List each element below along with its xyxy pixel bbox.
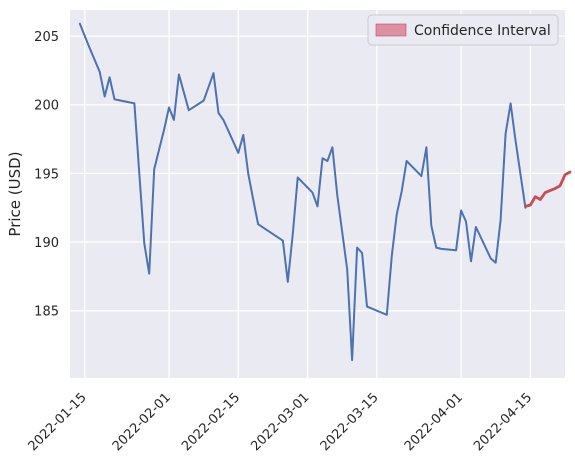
x-tick-label: 2022-03-15 — [318, 390, 382, 454]
legend-box — [367, 14, 559, 46]
x-tick-label: 2022-02-01 — [110, 390, 174, 454]
x-tick-labels: 2022-01-15 2022-02-01 2022-02-15 2022-03-01… — [26, 390, 536, 454]
y-tick-label: 200 — [34, 99, 59, 114]
legend-label: Confidence Interval — [414, 23, 551, 39]
grid-lines — [70, 10, 565, 378]
x-tick-label: 2022-04-15 — [471, 390, 535, 454]
plot-background — [70, 10, 565, 378]
y-tick-label: 190 — [34, 236, 59, 251]
historical-price-line — [78, 22, 527, 362]
x-tick-label: 2022-02-15 — [179, 390, 243, 454]
x-tick-label: 2022-01-15 — [26, 390, 90, 454]
y-tick-labels: 185 190 195 200 205 — [34, 30, 59, 320]
series-layer — [78, 22, 572, 362]
legend-swatch — [375, 23, 407, 37]
y-tick-label: 195 — [34, 167, 59, 182]
y-tick-label: 205 — [34, 30, 59, 45]
legend: Confidence Interval — [367, 14, 559, 46]
y-tick-label: 185 — [34, 305, 59, 320]
y-axis-label: Price (USD) — [6, 151, 24, 236]
forecast-price-line — [524, 170, 572, 208]
x-tick-label: 2022-03-01 — [248, 390, 312, 454]
x-tick-label: 2022-04-01 — [402, 390, 466, 454]
